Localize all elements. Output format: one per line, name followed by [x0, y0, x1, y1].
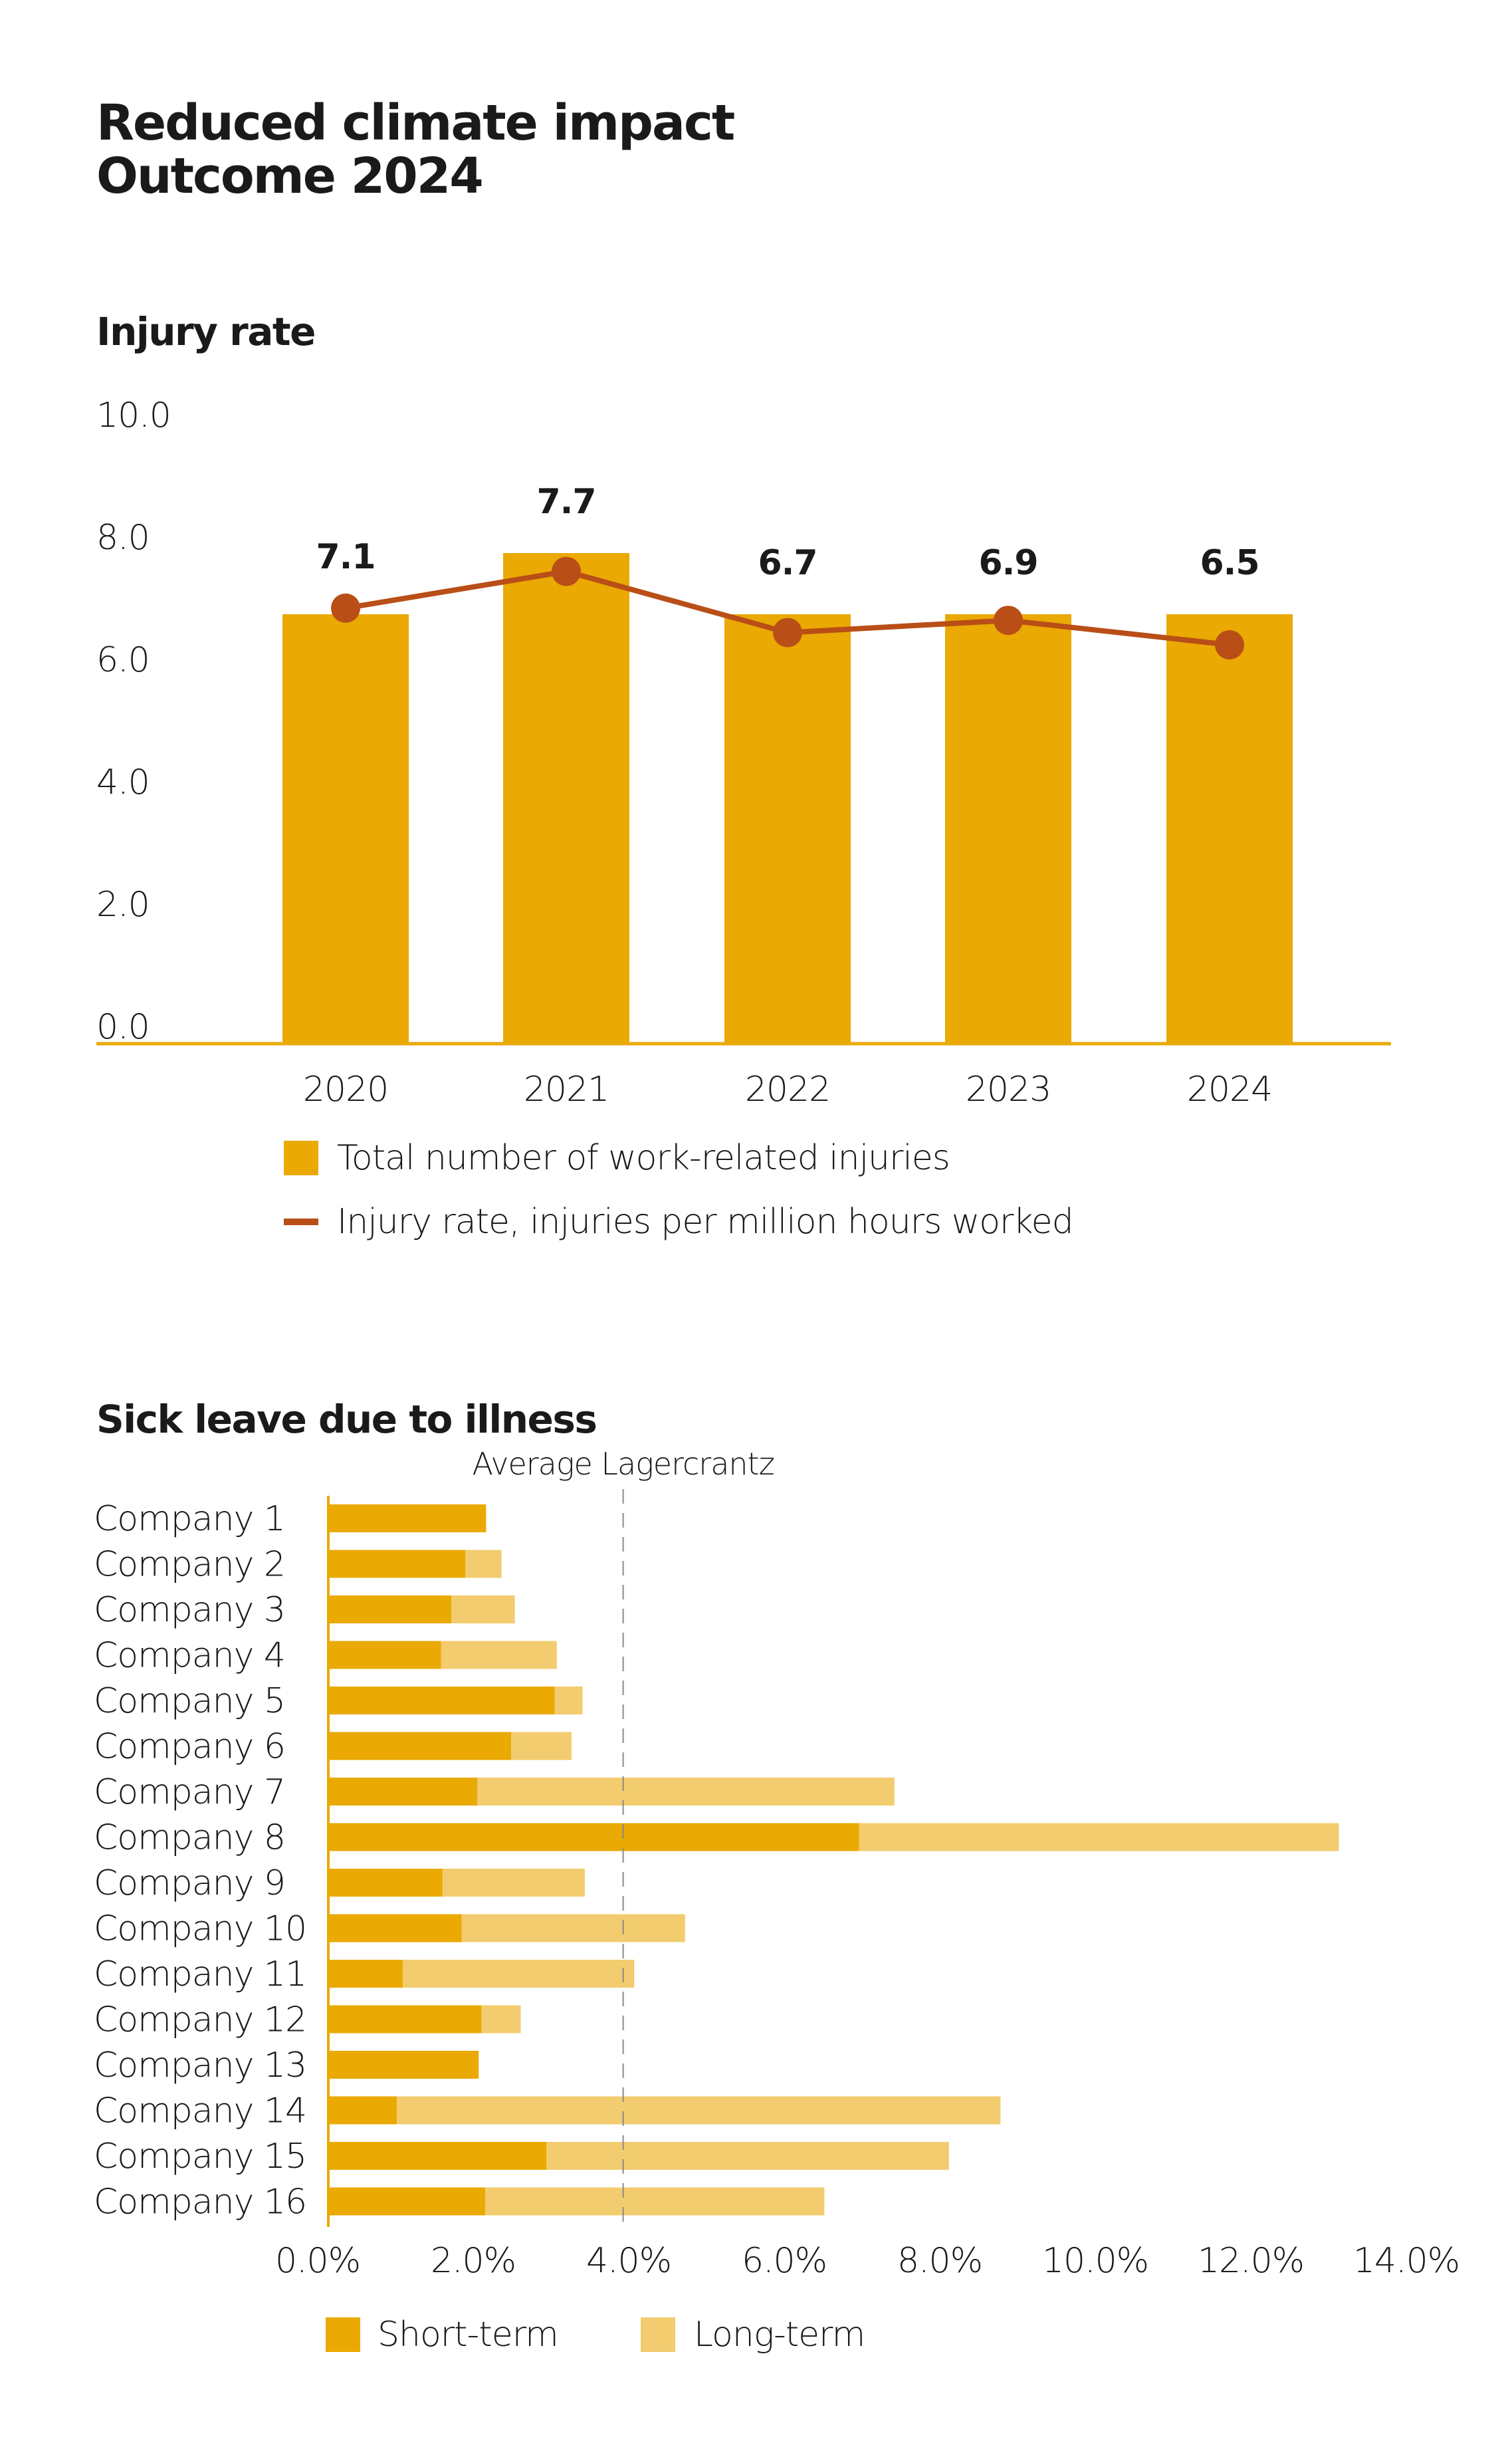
bar-short-term [328, 1778, 478, 1806]
category-label: Company 9 [94, 1863, 285, 1903]
legend-swatch-long-term [641, 2317, 675, 2352]
bar-long-term [465, 1550, 502, 1578]
category-label: Company 11 [94, 1954, 306, 1994]
injury-rate-point [331, 593, 360, 623]
data-label: 7.7 [536, 482, 595, 522]
data-label: 6.5 [1200, 543, 1259, 583]
bar-short-term [328, 1823, 859, 1851]
x-tick-label: 12.0% [1198, 2241, 1304, 2281]
bar-long-term [554, 1687, 583, 1714]
sick-leave-chart: Average Lagercrantz Company 1 Company 2 Com… [94, 1446, 1460, 2281]
bar-short-term [328, 2096, 397, 2125]
injury-rate-point [1215, 630, 1244, 659]
category-label: Company 4 [94, 1636, 285, 1676]
bar-long-term [441, 1641, 557, 1669]
legend-label-short-term: Short-term [378, 2315, 559, 2355]
bar-long-term [403, 1960, 635, 1988]
x-tick-label: 2.0% [431, 2241, 516, 2281]
category-label: Company 3 [94, 1590, 285, 1630]
bar-injuries [724, 614, 851, 1042]
legend-label-injuries: Total number of work-related injuries [337, 1138, 950, 1178]
legend-swatch-bar [284, 1141, 318, 1175]
bar-short-term [328, 2187, 486, 2216]
x-tick-label: 6.0% [742, 2241, 827, 2281]
bar-long-term [461, 1914, 685, 1942]
y-tick-label: 0.0 [96, 1007, 150, 1047]
x-tick-label: 10.0% [1042, 2241, 1148, 2281]
x-tick-label: 0.0% [275, 2241, 360, 2281]
bar-short-term [328, 1869, 443, 1897]
page-title-line-2: Outcome 2024 [96, 148, 484, 205]
legend-label-long-term: Long-term [694, 2315, 865, 2355]
bar-short-term [328, 1687, 555, 1714]
bar-short-term [328, 1732, 512, 1760]
injury-chart-title: Injury rate [96, 309, 316, 354]
injury-rate-chart: 0.0 2.0 4.0 6.0 8.0 10.0 2020 2021 2022 2023 2024 7… [96, 396, 1391, 1110]
category-label: Company 1 [94, 1499, 285, 1539]
bar-short-term [328, 1504, 486, 1532]
bar-injuries [503, 553, 629, 1042]
y-tick-label: 6.0 [96, 640, 150, 680]
category-label: Company 16 [94, 2182, 306, 2222]
y-tick-label: 10.0 [96, 396, 171, 435]
data-label: 6.7 [758, 543, 817, 583]
legend-label-injury-rate: Injury rate, injuries per million hours … [337, 1202, 1074, 1242]
x-tick-label: 8.0% [897, 2241, 982, 2281]
category-label: Company 8 [94, 1818, 285, 1858]
bar-long-term [481, 2005, 521, 2034]
legend-item-injury-rate: Injury rate, injuries per million hours … [284, 1202, 1074, 1242]
y-tick-label: 8.0 [96, 518, 150, 558]
x-tick-label: 2020 [303, 1070, 388, 1110]
category-label: Company 2 [94, 1545, 285, 1585]
legend-item-injuries: Total number of work-related injuries [284, 1138, 950, 1178]
injury-rate-point [773, 618, 802, 647]
bar-short-term [328, 1550, 466, 1578]
x-tick-label: 2023 [966, 1070, 1051, 1110]
bar-short-term [328, 1641, 441, 1669]
legend-item-short-term: Short-term [326, 2315, 559, 2355]
category-label: Company 14 [94, 2091, 306, 2131]
bar-short-term [328, 2051, 479, 2079]
category-label: Company 7 [94, 1772, 285, 1812]
data-label: 7.1 [316, 537, 375, 577]
bar-long-term [859, 1823, 1339, 1851]
bar-short-term [328, 1960, 403, 1988]
x-tick-label: 2022 [745, 1070, 830, 1110]
injury-rate-point [552, 556, 581, 586]
injury-rate-point [994, 606, 1023, 636]
category-label: Company 12 [94, 2000, 306, 2040]
category-label: Company 6 [94, 1727, 285, 1767]
bar-injuries [1166, 614, 1293, 1042]
bar-short-term [328, 2005, 482, 2034]
legend-item-long-term: Long-term [641, 2315, 865, 2355]
category-label: Company 5 [94, 1681, 285, 1721]
x-tick-label: 2024 [1187, 1070, 1272, 1110]
reference-line-label: Average Lagercrantz [472, 1446, 774, 1482]
y-tick-label: 4.0 [96, 762, 150, 802]
bar-long-term [397, 2096, 1001, 2125]
bar-long-term [451, 1595, 515, 1623]
bar-long-term [485, 2187, 825, 2216]
legend-swatch-line [284, 1219, 318, 1225]
bar-long-term [546, 2142, 949, 2170]
y-tick-label: 2.0 [96, 885, 150, 925]
bar-injuries [945, 614, 1071, 1042]
legend-swatch-short-term [326, 2317, 360, 2352]
bar-long-term [477, 1778, 895, 1806]
x-tick-label: 14.0% [1353, 2241, 1459, 2281]
sick-leave-chart-title: Sick leave due to illness [96, 1397, 597, 1442]
category-label: Company 13 [94, 2046, 306, 2085]
bar-short-term [328, 1914, 462, 1942]
data-label: 6.9 [978, 543, 1037, 583]
bar-long-term [442, 1869, 585, 1897]
page-title-line-1: Reduced climate impact [96, 94, 735, 152]
bar-short-term [328, 2142, 547, 2170]
x-tick-label: 2021 [524, 1070, 609, 1110]
bar-long-term [511, 1732, 572, 1760]
bar-short-term [328, 1595, 452, 1623]
category-label: Company 10 [94, 1909, 306, 1949]
category-label: Company 15 [94, 2137, 306, 2176]
bar-injuries [282, 614, 409, 1042]
x-tick-label: 4.0% [586, 2241, 671, 2281]
